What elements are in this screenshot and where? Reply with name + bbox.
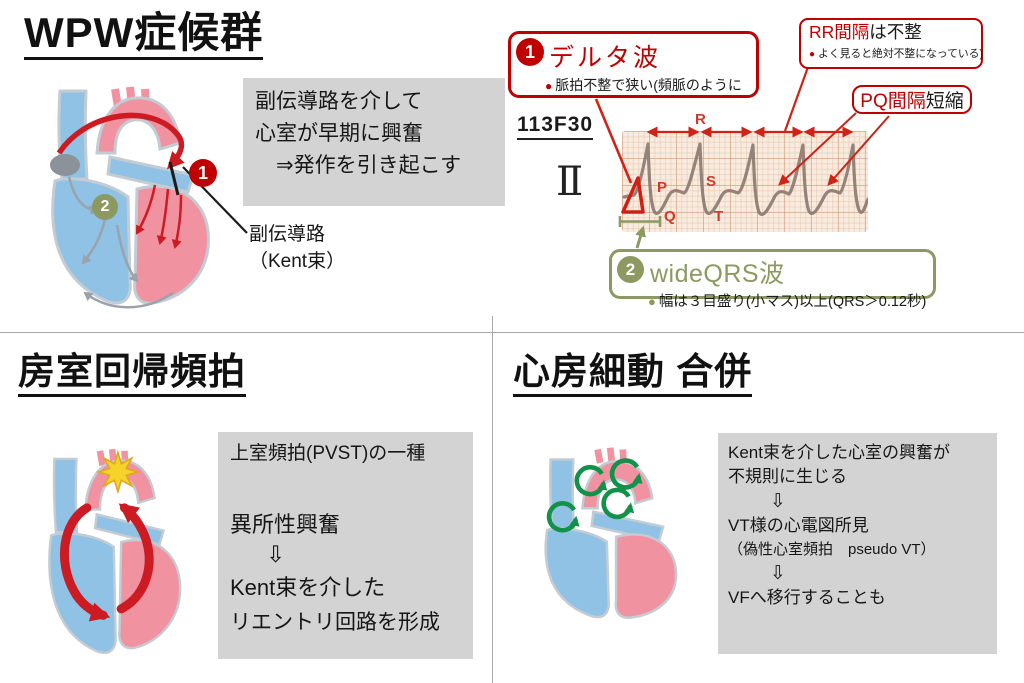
note-line: VT様の心電図所見: [728, 516, 869, 535]
preexcitation-arrow: [171, 194, 183, 249]
callout-wide-qrs: 2 wideQRS波 ● 幅は３目盛り(小マス)以上(QRS＞0.12秒): [609, 249, 936, 310]
delta-title: デルタ波: [549, 44, 662, 72]
step1-badge: 1: [189, 159, 217, 187]
t-wave-label: T: [714, 208, 724, 225]
heart-diagram-afib: [544, 447, 678, 619]
note-line: 不規則に生じる: [728, 467, 847, 486]
avrt-title: 房室回帰頻拍: [18, 351, 246, 397]
vertical-divider: [492, 316, 493, 683]
fibrillation-swirl-icon: [574, 464, 608, 497]
note-line: VFへ移行することも: [728, 588, 886, 607]
note-line: 副伝導路を介して: [255, 90, 423, 113]
p-wave-label: P: [657, 179, 668, 196]
note-line: （偽性心室頻拍 pseudo VT）: [728, 541, 936, 558]
conduction-arrow: [81, 218, 107, 265]
note-line: ⇒発作を引き起こす: [255, 154, 462, 177]
wideqrs-bullet-line: ● 幅は３目盛り(小マス)以上(QRS＞0.12秒): [648, 294, 927, 310]
heart-diagram-wpw: [50, 86, 210, 309]
rr-title: RR間隔は不整: [809, 22, 922, 42]
fibrillation-swirl-icon: [601, 487, 635, 520]
r-wave-label: R: [695, 111, 706, 128]
wideqrs-title: wideQRS波: [650, 260, 785, 288]
preexcitation-arrow: [156, 188, 170, 245]
aorta-branch: [96, 450, 106, 467]
page-title: WPW症候群: [24, 9, 264, 61]
bullet-icon: ●: [809, 49, 816, 60]
right-heart-chamber: [544, 527, 611, 619]
down-arrow-icon: ⇩: [770, 491, 786, 512]
exam-question-id: 113F30: [517, 113, 594, 140]
note-line: 心室が早期に興奮: [255, 122, 423, 145]
rr-bullet-line: ● よく見ると絶対不整になっている): [809, 48, 984, 60]
accessory-pathway-arrow: [56, 112, 185, 170]
left-heart-chamber: [118, 538, 182, 650]
note-line: リエントリ回路を形成: [230, 611, 440, 634]
wpw-mechanism-note: 副伝導路を介して 心室が早期に興奮 ⇒発作を引き起こす: [243, 78, 505, 206]
delta-badge: 1: [516, 38, 544, 66]
kent-bundle-label: 副伝導路 （Kent束）: [249, 224, 346, 272]
q-wave-label: Q: [664, 208, 676, 225]
note-line: Kent束を介した心室の興奮が: [728, 443, 950, 462]
ecg-trace: [622, 142, 868, 216]
heart-diagram-reentry: [48, 448, 182, 654]
note-line: Kent束を介した: [230, 575, 386, 600]
superior-vena-cava: [52, 457, 79, 534]
wideqrs-badge: 2: [617, 256, 644, 283]
reentry-circuit-arrow: [116, 503, 154, 614]
preexcitation-arrow: [135, 184, 157, 235]
down-arrow-icon: ⇩: [266, 541, 286, 567]
bullet-icon: ●: [648, 294, 656, 309]
left-heart-chamber: [133, 184, 210, 305]
aorta-branch: [594, 448, 604, 464]
fibrillation-swirl-icon: [609, 458, 643, 490]
conduction-arrow: [83, 291, 174, 309]
bullet-icon: ●: [545, 79, 553, 93]
step2-badge: 2: [92, 194, 118, 220]
afib-title: 心房細動 合併: [513, 351, 753, 397]
conduction-arrow: [115, 224, 139, 283]
ecg-lead-label: Ⅱ: [556, 159, 584, 204]
down-arrow-icon: ⇩: [770, 563, 786, 584]
right-heart-chamber: [48, 532, 117, 654]
superior-vena-cava: [548, 458, 576, 530]
note-line: 上室頻拍(PVST)の一種: [230, 443, 426, 464]
right-heart-chamber: [51, 177, 132, 305]
avrt-note: 上室頻拍(PVST)の一種 異所性興奮 ⇩ Kent束を介した リエントリ回路を…: [218, 432, 473, 659]
delta-bullet-line: ● 脈拍不整で狭い(頻脈のように: [545, 77, 742, 93]
note-line: 異所性興奮: [230, 512, 341, 537]
horizontal-divider: [0, 332, 1024, 333]
s-wave-label: S: [706, 173, 717, 190]
sinus-node: [50, 154, 80, 176]
rr-callout-connector: [783, 66, 810, 132]
callout-rr-interval: RR間隔は不整 ● よく見ると絶対不整になっている): [799, 18, 983, 69]
left-heart-chamber: [614, 533, 678, 619]
ectopic-focus-star: [95, 449, 141, 495]
callout-delta-wave: 1 デルタ波 ● 脈拍不整で狭い(頻脈のように: [508, 31, 759, 98]
callout-pq-interval: PQ間隔 短縮: [852, 85, 972, 114]
reentry-circuit-arrow: [59, 503, 111, 622]
fibrillation-swirl-icon: [546, 501, 580, 533]
afib-note: Kent束を介した心室の興奮が 不規則に生じる ⇩ VT様の心電図所見 （偽性心…: [718, 433, 997, 654]
